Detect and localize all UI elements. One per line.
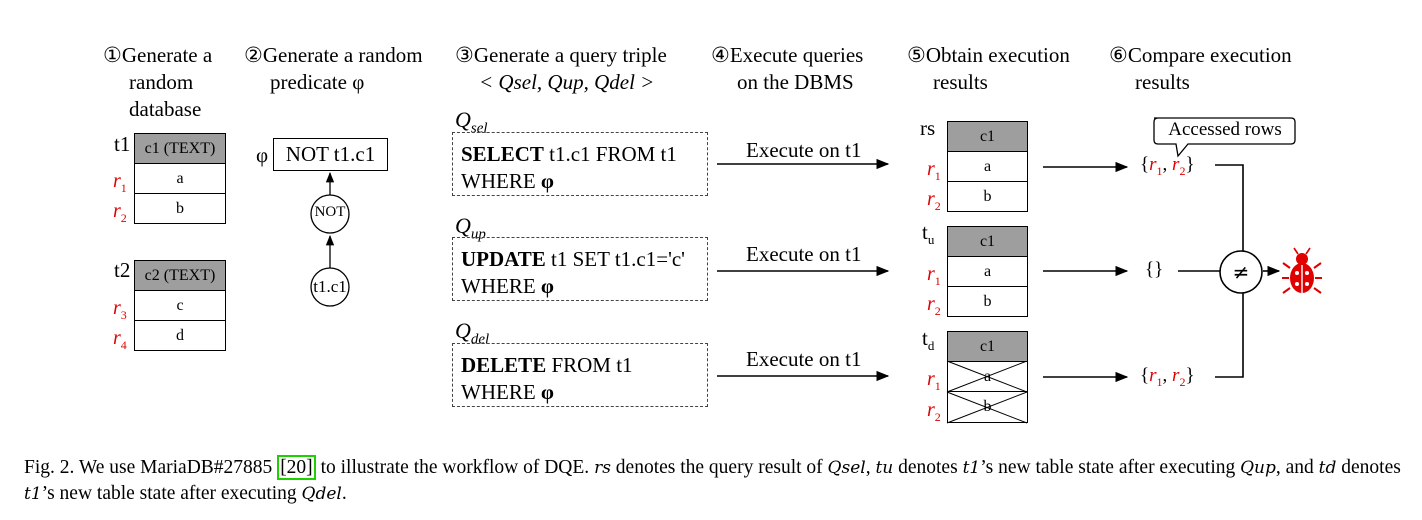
step-3-line2: < Qsel, Qup, Qdel > (479, 70, 655, 94)
citation-link[interactable]: [20] (277, 455, 316, 480)
result-rs-header: c1 (947, 121, 1028, 152)
output-set-sel: {r1, r2} (1140, 154, 1195, 178)
callout-text: Accessed rows (1168, 119, 1282, 140)
query-del-keyword: DELETE (461, 353, 547, 377)
step-3-header: ③Generate a query triple < Qsel, Qup, Qd… (455, 42, 667, 96)
step-2-number: ② (244, 43, 263, 67)
row-label-r2: r2 (113, 200, 127, 225)
query-up-label: Qup (455, 213, 486, 243)
predicate-symbol: φ (256, 143, 269, 167)
result-tu-header: c1 (947, 226, 1028, 257)
step-6-header: ⑥Compare execution results (1109, 42, 1292, 96)
execute-label-sel: Execute on t1 (746, 138, 862, 162)
step-6-line2: results (1135, 70, 1190, 94)
query-sel-keyword: SELECT (461, 142, 544, 166)
result-td-row-label-1: r1 (927, 368, 941, 393)
query-up-where: WHERE (461, 274, 541, 298)
query-sel-box: SELECT t1.c1 FROM t1 WHERE φ (452, 132, 708, 196)
compare-node (1219, 250, 1263, 294)
result-tu-row-label-2: r2 (927, 293, 941, 318)
table-t2-cell-r3: c (134, 290, 226, 321)
output-set-up: {} (1145, 259, 1164, 280)
result-td-header: c1 (947, 331, 1028, 362)
step-1-line1: Generate a (121, 43, 213, 67)
result-rs-name: rs (920, 116, 936, 140)
step-4-number: ④ (711, 43, 730, 67)
step-3-line1: Generate a query triple (473, 43, 667, 67)
step-2-header: ②Generate a random predicate φ (244, 42, 423, 96)
step-1-line3: database (129, 97, 202, 121)
result-rs-cell-1: a (947, 151, 1028, 182)
callout-bubble (1153, 117, 1296, 158)
query-up-keyword: UPDATE (461, 247, 546, 271)
step-6-number: ⑥ (1109, 43, 1128, 67)
table-t2-header: c2 (TEXT) (134, 260, 226, 291)
query-sel-phi: φ (540, 169, 555, 193)
table-t1-name: t1 (114, 132, 131, 156)
result-rs-row-label-2: r2 (927, 188, 941, 213)
result-rs-cell-2: b (947, 181, 1028, 212)
table-t2-name: t2 (114, 258, 131, 282)
step-4-header: ④Execute queries on the DBMS (711, 42, 863, 96)
result-tu-name: tu (922, 220, 935, 248)
row-label-r3: r3 (113, 297, 127, 322)
result-td-name: td (922, 326, 935, 354)
query-del-text: FROM t1 (546, 353, 633, 377)
query-up-phi: φ (540, 274, 555, 298)
step-2-line2: predicate φ (270, 70, 365, 94)
step-5-line1: Obtain execution (925, 43, 1070, 67)
query-sel-where: WHERE (461, 169, 541, 193)
table-t2-cell-r4: d (134, 320, 226, 351)
output-set-del: {r1, r2} (1140, 365, 1195, 389)
predicate-box: NOT t1.c1 (273, 138, 388, 171)
bug-icon (1282, 247, 1322, 294)
step-2-line1: Generate a random (262, 43, 423, 67)
query-up-box: UPDATE t1 SET t1.c1='c' WHERE φ (452, 237, 708, 301)
row-label-r1: r1 (113, 170, 127, 195)
step-3-number: ③ (455, 43, 474, 67)
not-node-label: NOT (314, 204, 346, 220)
step-4-line1: Execute queries (729, 43, 864, 67)
result-tu-cell-1: a (947, 256, 1028, 287)
result-td-cell-2-deleted: b (947, 391, 1028, 423)
result-tu-cell-2: b (947, 286, 1028, 317)
result-tu-row-label-1: r1 (927, 263, 941, 288)
query-sel-text: t1.c1 FROM t1 (543, 142, 677, 166)
execute-label-del: Execute on t1 (746, 347, 862, 371)
result-rs-row-label-1: r1 (927, 158, 941, 183)
compare-symbol: ≠ (1232, 260, 1250, 284)
step-1-number: ① (103, 43, 122, 67)
query-del-box: DELETE FROM t1 WHERE φ (452, 343, 708, 407)
step-5-line2: results (933, 70, 988, 94)
column-node-label: t1.c1 (313, 277, 347, 296)
table-t1-cell-r2: b (134, 193, 226, 224)
step-5-number: ⑤ (907, 43, 926, 67)
table-t1-header: c1 (TEXT) (134, 133, 226, 164)
execute-label-up: Execute on t1 (746, 242, 862, 266)
step-1-line2: random (129, 70, 194, 94)
step-1-header: ①Generate a random database (103, 42, 212, 123)
query-del-where: WHERE (461, 380, 541, 404)
result-td-cell-1-deleted: a (947, 361, 1028, 392)
result-td-row-label-2: r2 (927, 399, 941, 424)
query-up-text: t1 SET t1.c1='c' (545, 247, 685, 271)
row-label-r4: r4 (113, 327, 127, 352)
step-6-line1: Compare execution (1127, 43, 1292, 67)
query-del-phi: φ (540, 380, 555, 404)
figure-caption: Fig. 2. We use MariaDB#27885 [20] to ill… (24, 455, 1401, 504)
step-4-line2: on the DBMS (737, 70, 854, 94)
step-5-header: ⑤Obtain execution results (907, 42, 1070, 96)
